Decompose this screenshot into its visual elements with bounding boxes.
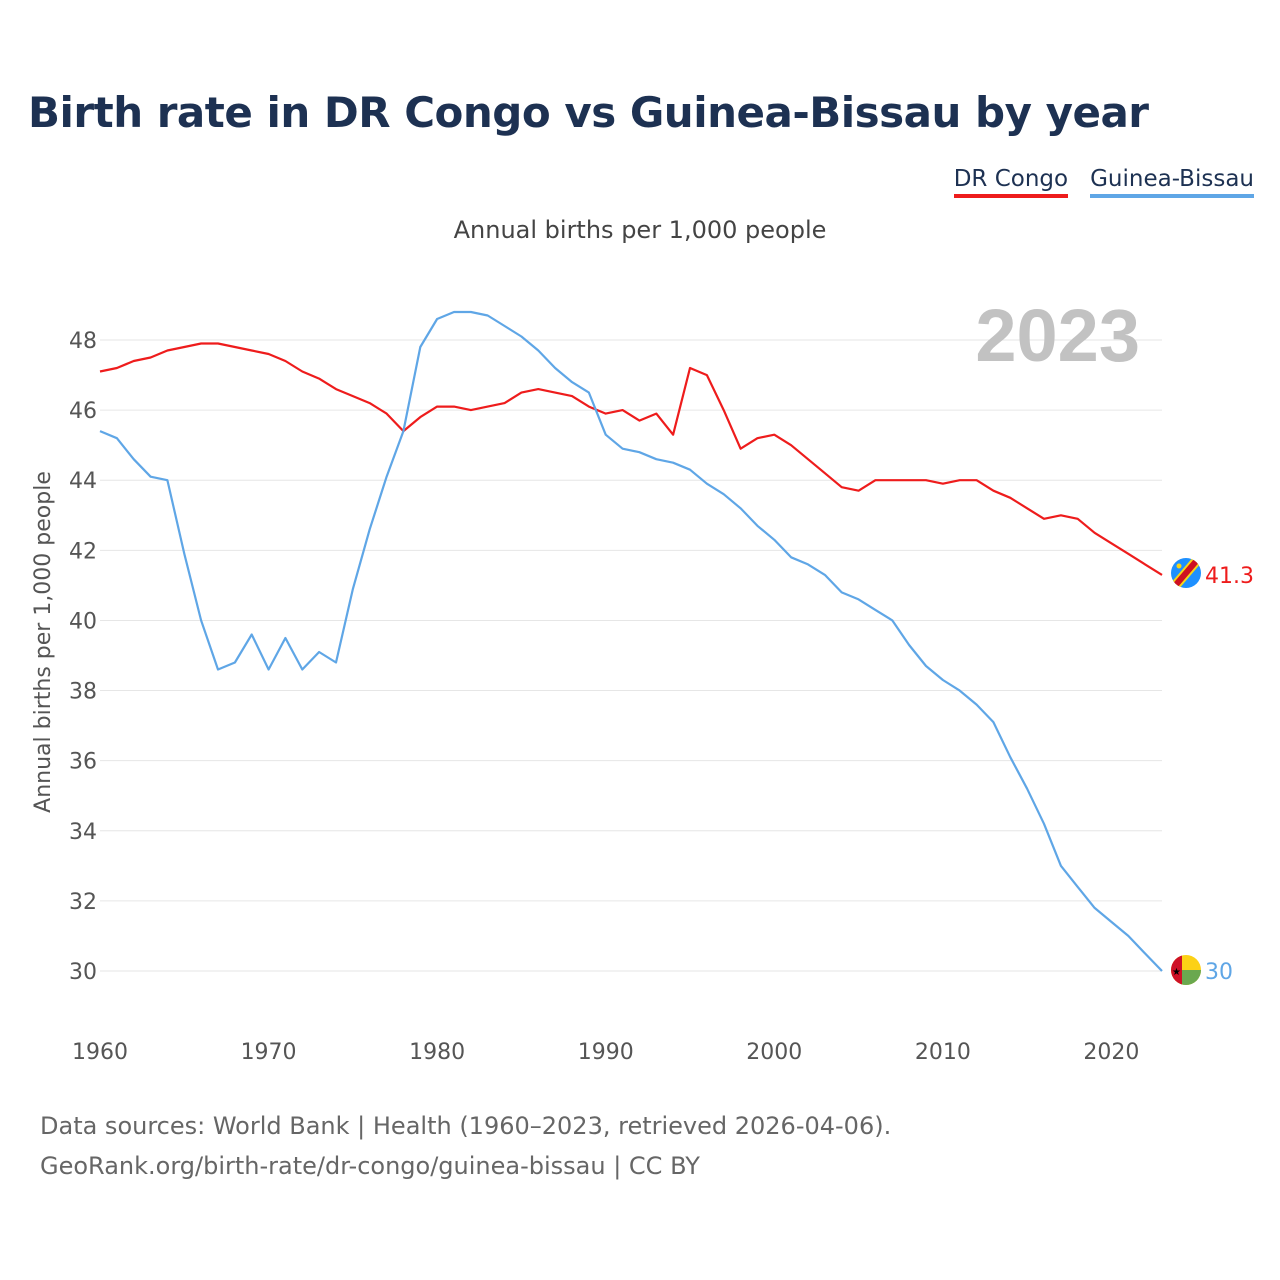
y-tick-label: 44 xyxy=(69,469,97,494)
source-url-text: GeoRank.org/birth-rate/dr-congo/guinea-b… xyxy=(40,1152,700,1180)
y-tick-label: 32 xyxy=(69,890,97,915)
guinea-bissau-end-value-label: 30 xyxy=(1205,960,1233,985)
x-tick-label: 1960 xyxy=(72,1040,128,1065)
footer: Data sources: World Bank | Health (1960–… xyxy=(40,1106,891,1186)
year-label: 2023 xyxy=(975,294,1140,377)
x-tick-label: 2020 xyxy=(1083,1040,1139,1065)
y-tick-label: 34 xyxy=(69,820,97,845)
y-tick-label: 36 xyxy=(69,750,97,775)
y-axis-label: Annual births per 1,000 people xyxy=(31,471,56,813)
x-tick-label: 1980 xyxy=(409,1040,465,1065)
x-tick-label: 1970 xyxy=(241,1040,297,1065)
legend-item-guinea-bissau[interactable]: Guinea-Bissau xyxy=(1090,166,1254,198)
y-tick-label: 42 xyxy=(69,539,97,564)
y-tick-label: 46 xyxy=(69,399,97,424)
guinea-bissau-flag-icon: ★ xyxy=(1171,955,1201,985)
y-tick-label: 40 xyxy=(69,609,97,634)
data-source-text: Data sources: World Bank | Health (1960–… xyxy=(40,1112,892,1140)
chart-title: Birth rate in DR Congo vs Guinea-Bissau … xyxy=(28,88,1149,137)
y-tick-label: 48 xyxy=(69,329,97,354)
svg-text:★: ★ xyxy=(1172,967,1181,978)
y-tick-label: 30 xyxy=(69,960,97,985)
guinea-bissau-series-line xyxy=(99,310,1163,972)
dr-congo-end-value-label: 41.3 xyxy=(1205,564,1254,589)
legend: DR Congo Guinea-Bissau xyxy=(953,166,1254,198)
x-tick-label: 2000 xyxy=(746,1040,802,1065)
x-tick-label: 1990 xyxy=(578,1040,634,1065)
y-tick-label: 38 xyxy=(69,680,97,705)
legend-item-dr-congo[interactable]: DR Congo xyxy=(953,166,1069,198)
x-tick-label: 2010 xyxy=(915,1040,971,1065)
dr-congo-flag-icon xyxy=(1171,558,1201,588)
chart-subtitle: Annual births per 1,000 people xyxy=(453,216,827,244)
dr-congo-series-line xyxy=(99,342,1163,576)
line-chart: 2023 Annual births per 1,000 people 30 32… xyxy=(31,294,1254,1065)
